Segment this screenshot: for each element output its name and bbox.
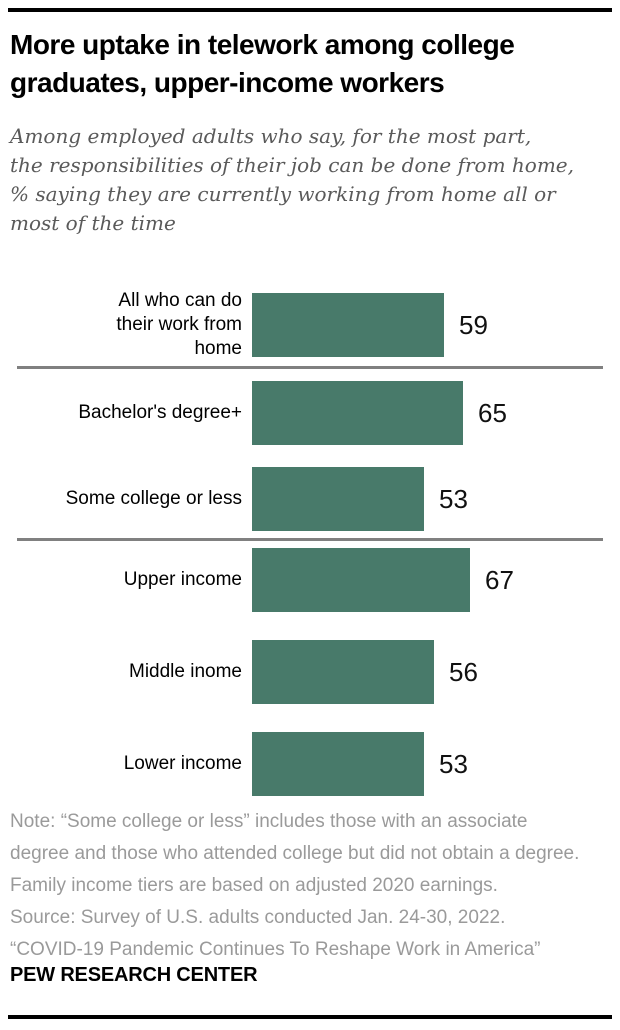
bar-chart: All who can do their work from home 59 B… xyxy=(10,290,614,796)
bar xyxy=(252,640,434,704)
bar-area: 53 xyxy=(252,467,468,531)
category-label: Upper income xyxy=(123,569,242,590)
chart-row: Upper income 67 xyxy=(10,548,614,612)
bar xyxy=(252,548,470,612)
bar-area: 67 xyxy=(252,548,514,612)
bar xyxy=(252,293,444,357)
chart-title: More uptake in telework among college gr… xyxy=(10,29,515,98)
note-text: Note: “Some college or less” includes th… xyxy=(10,811,580,960)
category-label: Some college or less xyxy=(65,488,242,509)
value-label: 53 xyxy=(439,748,468,779)
chart-row: Some college or less 53 xyxy=(10,467,614,531)
value-label: 59 xyxy=(459,309,488,340)
category-label: Bachelor's degree+ xyxy=(78,402,242,423)
source-org: PEW RESEARCH CENTER xyxy=(10,964,258,986)
bar-area: 59 xyxy=(252,293,488,357)
bottom-rule xyxy=(8,1015,612,1019)
bar-area: 65 xyxy=(252,381,507,445)
group-divider xyxy=(17,538,603,541)
chart-row: Bachelor's degree+ 65 xyxy=(10,381,614,445)
bar-area: 56 xyxy=(252,640,478,704)
bar xyxy=(252,381,463,445)
category-label: Middle inome xyxy=(129,661,242,682)
value-label: 67 xyxy=(485,564,514,595)
top-rule xyxy=(8,8,612,12)
bar-area: 53 xyxy=(252,732,468,796)
value-label: 56 xyxy=(449,656,478,687)
chart-row: Middle inome 56 xyxy=(10,640,614,704)
bar xyxy=(252,467,424,531)
chart-subtitle: Among employed adults who say, for the m… xyxy=(10,124,574,235)
category-label: All who can do their work from home xyxy=(116,290,242,359)
bar xyxy=(252,732,424,796)
category-label: Lower income xyxy=(123,753,242,774)
value-label: 53 xyxy=(439,483,468,514)
value-label: 65 xyxy=(478,397,507,428)
group-divider xyxy=(17,366,603,369)
chart-row: All who can do their work from home 59 xyxy=(10,290,614,359)
chart-row: Lower income 53 xyxy=(10,732,614,796)
